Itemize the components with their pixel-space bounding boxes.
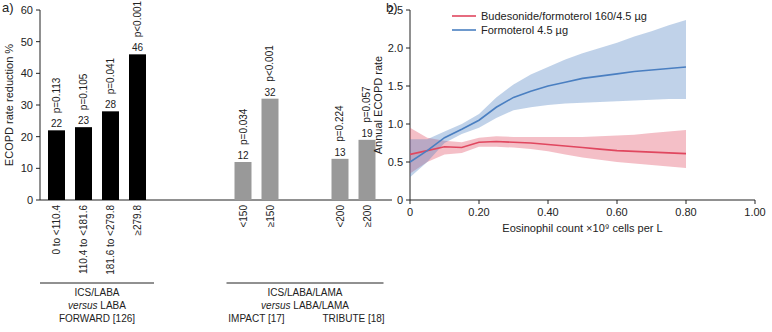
y-tick-label: 40 [21,67,33,79]
p-value: p=0.057 [362,86,373,123]
group-rule [227,283,384,284]
y-tick-label: 0.5 [388,156,403,168]
x-tick-label: 0 [407,206,413,218]
y-tick-label: 30 [21,99,33,111]
x-tick-label: ≥150 [265,205,276,228]
y-tick-label: 1.0 [388,118,403,130]
bar-labels: 22 p=0.113 0 to <110.4 23 p=0.105 110.4 to <1… [51,0,373,274]
y-tick [36,105,40,106]
y-tick [36,200,40,201]
bar [129,54,146,200]
x-tick-label: 0.20 [468,206,489,218]
legend-label: Budesonide/formoterol 160/4.5 µg [481,10,647,22]
p-value: p<0.001 [265,45,276,82]
y-tick-label: 20 [21,131,33,143]
study-label: IMPACT [17] [228,313,285,324]
y-tick [36,136,40,137]
y-tick [406,162,410,163]
group-rule [40,283,154,284]
bar [102,111,119,200]
y-tick-label: 10 [21,162,33,174]
y-tick-label: 50 [21,36,33,48]
data-label: 22 [51,118,63,129]
bar [262,99,279,200]
data-label: 12 [237,150,249,161]
x-tick-label: 0.80 [675,206,696,218]
y-axis-label: ECOPD rate reduction % [3,44,15,166]
data-label: 23 [78,115,90,126]
y-tick [406,48,410,49]
x-tick-label: ≥279.8 [132,205,143,236]
panel-label: a) [2,0,14,15]
group-label: ICS/LABA [74,287,119,298]
bar [75,127,92,200]
x-tick [548,200,549,204]
x-tick-label: 0.40 [537,206,558,218]
x-tick-label: 110.4 to <181.6 [78,205,89,274]
x-tick-label: ≥200 [362,205,373,228]
data-label: 13 [334,147,346,158]
group-comparison: versus LABA/LAMA [261,300,349,311]
p-value: p=0.034 [238,108,249,145]
group-comparison: versus LABA [68,300,126,311]
y-tick [406,86,410,87]
bar [48,130,65,200]
series-line [410,67,686,162]
y-tick [406,10,410,11]
group-label: ICS/LABA/LAMA [267,287,342,298]
y-tick-label: 1.5 [388,80,403,92]
data-label: 28 [105,99,117,110]
study-label: TRIBUTE [18] [322,313,384,324]
confidence-band [410,20,686,177]
x-tick [410,200,411,204]
bar [332,159,349,200]
x-tick-label: 1.00 [744,206,765,218]
bar [235,162,252,200]
x-axis [410,200,755,201]
x-tick-label: <200 [335,205,346,228]
data-label: 32 [264,87,276,98]
y-tick-label: 0 [27,194,33,206]
plot-area [410,20,686,177]
y-tick [36,73,40,74]
x-tick [617,200,618,204]
x-axis-label: Eosinophil count ×10⁹ cells per L [502,222,662,234]
y-tick [406,200,410,201]
y-tick-label: 0 [397,194,403,206]
legend-swatch [452,15,476,17]
p-value: p=0.113 [51,77,62,113]
x-tick-label: 0.60 [606,206,627,218]
y-tick [36,41,40,42]
bars [48,54,376,200]
figure: a) ECOPD rate reduction % 0 10 20 30 40 50 60 22 p… [0,0,772,332]
p-value: p=0.105 [78,73,89,110]
y-tick [406,124,410,125]
series-line [410,141,686,154]
y-tick-label: 60 [21,4,33,16]
legend: Budesonide/formoterol 160/4.5 µg Formoter… [452,10,647,36]
p-value: p=0.041 [105,57,116,94]
y-axis-label: Annual ECOPD rate [372,56,384,154]
p-value: p<0.001 [132,0,143,37]
x-tick-label: 181.6 to <279.8 [105,205,116,275]
study-label: FORWARD [126] [59,313,135,324]
y-tick-label: 2.5 [388,4,403,16]
y-tick [36,168,40,169]
x-tick [686,200,687,204]
legend-label: Formoterol 4.5 µg [481,24,568,36]
x-tick-label: 0 to <110.4 [51,205,62,255]
legend-swatch [452,29,476,31]
x-tick [479,200,480,204]
x-tick [755,200,756,204]
p-value: p=0.224 [335,105,346,142]
x-tick-label: <150 [238,205,249,228]
y-tick [36,10,40,11]
data-label: 46 [132,42,144,53]
y-tick-label: 2.0 [388,42,403,54]
